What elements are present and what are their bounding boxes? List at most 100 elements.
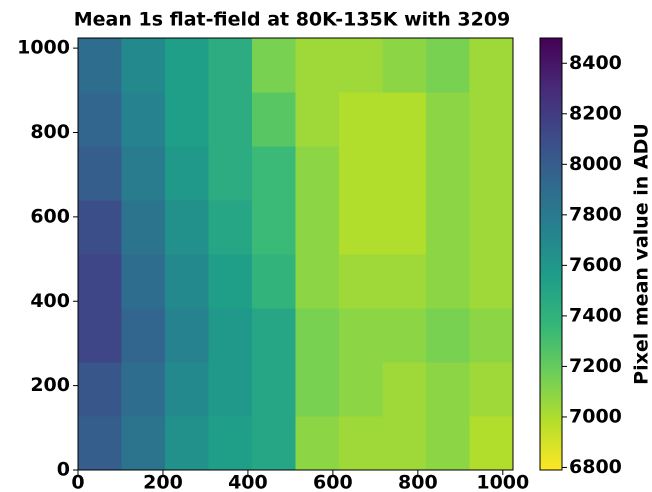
heatmap-cell bbox=[165, 200, 209, 255]
heatmap-cell bbox=[382, 92, 427, 147]
heatmap-cell bbox=[295, 308, 340, 363]
heatmap-cell bbox=[469, 254, 514, 309]
colorbar-tick-label: 6800 bbox=[569, 456, 622, 478]
heatmap-cell bbox=[208, 362, 253, 417]
heatmap-cell bbox=[252, 92, 296, 147]
heatmap-cell bbox=[295, 38, 340, 93]
heatmap-cell bbox=[426, 308, 470, 363]
colorbar-tick-label: 7600 bbox=[569, 254, 622, 276]
heatmap-cell bbox=[78, 308, 122, 363]
heatmap-cell bbox=[339, 146, 383, 201]
heatmap-cell bbox=[121, 308, 166, 363]
heatmap-cell bbox=[426, 146, 470, 201]
colorbar bbox=[539, 37, 563, 471]
heatmap-cell bbox=[208, 416, 253, 471]
heatmap-cell bbox=[426, 254, 470, 309]
colorbar-tick-label: 8200 bbox=[569, 102, 622, 124]
heatmap-cell bbox=[208, 92, 253, 147]
heatmap-cell bbox=[469, 38, 514, 93]
heatmap-cell bbox=[121, 362, 166, 417]
heatmap-cell bbox=[208, 308, 253, 363]
heatmap-cell bbox=[382, 200, 427, 255]
heatmap-cell bbox=[339, 92, 383, 147]
heatmap-cell bbox=[165, 38, 209, 93]
heatmap-cell bbox=[382, 308, 427, 363]
x-tick-label: 1000 bbox=[476, 472, 529, 492]
y-tick-label: 400 bbox=[30, 290, 70, 312]
heatmap-cell bbox=[469, 92, 514, 147]
y-tick-label: 0 bbox=[57, 459, 70, 481]
heatmap-cell bbox=[121, 92, 166, 147]
colorbar-tick-label: 7400 bbox=[569, 304, 622, 326]
heatmap-cell bbox=[252, 362, 296, 417]
heatmap-cell bbox=[78, 146, 122, 201]
heatmap-cell bbox=[382, 362, 427, 417]
heatmap-cell bbox=[469, 416, 514, 471]
heatmap-cell bbox=[121, 38, 166, 93]
heatmap-cell bbox=[295, 92, 340, 147]
heatmap-cell bbox=[339, 200, 383, 255]
colorbar-tick-label: 8400 bbox=[569, 52, 622, 74]
heatmap-cell bbox=[295, 200, 340, 255]
x-tick-label: 400 bbox=[228, 472, 268, 492]
heatmap-cell bbox=[165, 146, 209, 201]
colorbar-tick-label: 7200 bbox=[569, 355, 622, 377]
heatmap-cell bbox=[165, 254, 209, 309]
heatmap-cell bbox=[339, 38, 383, 93]
heatmap-cell bbox=[469, 146, 514, 201]
heatmap-cell bbox=[426, 362, 470, 417]
y-tick-label: 1000 bbox=[17, 37, 70, 59]
heatmap-cell bbox=[469, 200, 514, 255]
heatmap-cell bbox=[426, 416, 470, 471]
colorbar-label: Pixel mean value in ADU bbox=[631, 123, 652, 385]
heatmap-cell bbox=[121, 416, 166, 471]
y-tick-label: 600 bbox=[30, 205, 70, 227]
heatmap-cell bbox=[165, 308, 209, 363]
heatmap-cell bbox=[295, 254, 340, 309]
plot-frame bbox=[77, 37, 514, 471]
heatmap-cell bbox=[426, 200, 470, 255]
heatmap-cell bbox=[252, 146, 296, 201]
heatmap-cell bbox=[382, 254, 427, 309]
chart-title: Mean 1s flat-field at 80K-135K with 3209 bbox=[74, 9, 511, 31]
heatmap-cell bbox=[252, 254, 296, 309]
heatmap-cell bbox=[252, 308, 296, 363]
x-tick-label: 800 bbox=[398, 472, 438, 492]
y-tick-label: 800 bbox=[30, 121, 70, 143]
heatmap-cell bbox=[252, 38, 296, 93]
y-tick-label: 200 bbox=[30, 374, 70, 396]
heatmap-cell bbox=[469, 308, 514, 363]
heatmap-cell bbox=[165, 362, 209, 417]
heatmap-cell bbox=[252, 416, 296, 471]
heatmap-cell bbox=[208, 254, 253, 309]
colorbar-tick-label: 8000 bbox=[569, 153, 622, 175]
heatmap-cell bbox=[208, 38, 253, 93]
heatmap-cell bbox=[165, 416, 209, 471]
heatmap-cell bbox=[426, 38, 470, 93]
heatmap-cell bbox=[295, 362, 340, 417]
heatmap-cell bbox=[121, 200, 166, 255]
heatmap-cell bbox=[426, 92, 470, 147]
heatmap-cell bbox=[78, 92, 122, 147]
heatmap-cell bbox=[208, 146, 253, 201]
heatmap-cell bbox=[382, 146, 427, 201]
heatmap-cell bbox=[382, 416, 427, 471]
heatmap-cell bbox=[78, 38, 122, 93]
heatmap-cell bbox=[121, 146, 166, 201]
x-tick-label: 0 bbox=[71, 472, 84, 492]
heatmap-cell bbox=[208, 200, 253, 255]
x-tick-label: 200 bbox=[143, 472, 183, 492]
heatmap-cell bbox=[339, 362, 383, 417]
heatmap-cell bbox=[78, 362, 122, 417]
heatmap-cell bbox=[469, 362, 514, 417]
heatmap-cell bbox=[121, 254, 166, 309]
heatmap-cell bbox=[78, 200, 122, 255]
colorbar-tick-label: 7000 bbox=[569, 405, 622, 427]
heatmap-cell bbox=[295, 416, 340, 471]
x-tick-label: 600 bbox=[313, 472, 353, 492]
heatmap-cell bbox=[165, 92, 209, 147]
heatmap-cell bbox=[339, 254, 383, 309]
colorbar-tick-label: 7800 bbox=[569, 203, 622, 225]
heatmap-cell bbox=[382, 38, 427, 93]
